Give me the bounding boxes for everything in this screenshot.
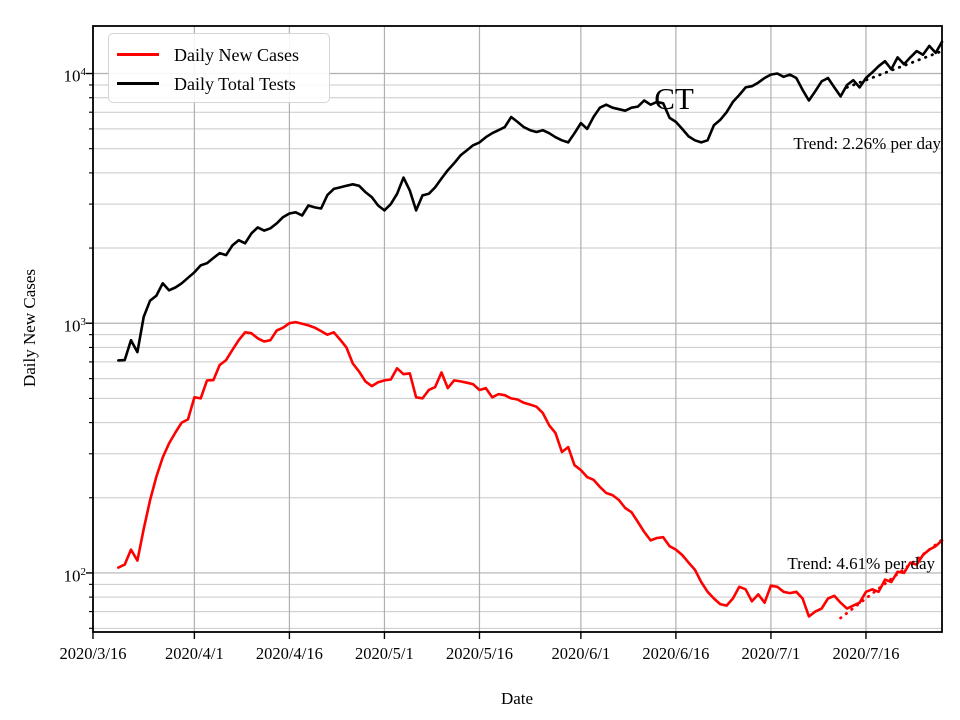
legend-item-tests: Daily Total Tests <box>117 69 329 98</box>
x-tick-label: 2020/7/1 <box>741 644 801 663</box>
x-tick-label: 2020/4/16 <box>255 644 323 663</box>
legend-item-cases: Daily New Cases <box>117 40 329 69</box>
cases-line-swatch <box>117 52 159 57</box>
plot-frame <box>92 25 943 633</box>
tests-trend-annotation: Trend: 2.26% per day <box>793 134 941 153</box>
y-tick-label-10e4: 104 <box>63 66 87 86</box>
x-tick-label: 2020/5/16 <box>446 644 513 663</box>
legend: Daily New Cases Daily Total Tests <box>108 33 330 103</box>
x-tick-label: 2020/6/16 <box>642 644 710 663</box>
state-annotation: CT <box>654 81 694 116</box>
x-tick-label: 2020/3/16 <box>59 644 127 663</box>
x-tick-label: 2020/4/1 <box>165 644 224 663</box>
x-tick-label: 2020/6/1 <box>551 644 611 663</box>
y-axis-title: Daily New Cases <box>20 268 39 388</box>
x-tick-label: 2020/7/16 <box>832 644 900 663</box>
tests-trend-line <box>845 49 944 89</box>
daily-total-tests-line <box>117 40 944 362</box>
x-tick-label: 2020/5/1 <box>355 644 414 663</box>
legend-label-cases: Daily New Cases <box>174 44 299 65</box>
x-axis-title: Date <box>500 689 534 708</box>
y-tick-label-10e3: 103 <box>63 316 87 336</box>
daily-new-cases-line <box>117 320 944 618</box>
cases-trend-annotation: Trend: 4.61% per day <box>787 554 935 573</box>
y-tick-label-10e2: 102 <box>63 566 87 586</box>
tests-line-swatch <box>117 81 159 86</box>
legend-label-tests: Daily Total Tests <box>174 73 296 94</box>
